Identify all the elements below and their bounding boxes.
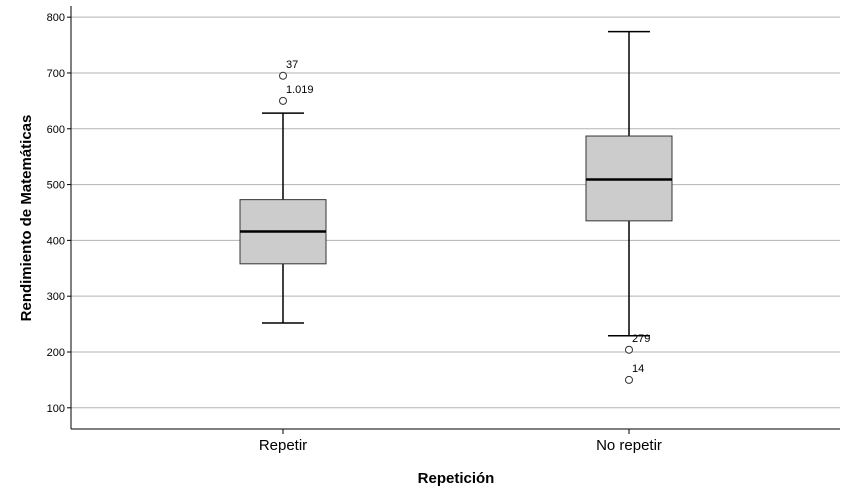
y-tick-label-800: 800 (47, 12, 65, 24)
outlier-point (279, 96, 287, 105)
y-tick-label-300: 300 (47, 291, 65, 303)
x-axis-title: Repetición (418, 470, 495, 487)
outlier-label: 279 (632, 333, 650, 345)
outlier-point (625, 375, 633, 384)
x-tick-label-0: Repetir (259, 437, 307, 454)
gridlines (71, 16, 840, 409)
x-tick-label-1: No repetir (596, 437, 662, 454)
outlier-point (625, 345, 633, 354)
y-tick-label-600: 600 (47, 124, 65, 136)
axes: 100 200 300 400 500 600 700 800 Repetir No repeti… (47, 6, 840, 454)
outlier-label: 1.019 (286, 84, 314, 96)
boxes: 1.019 37 279 14 (239, 30, 673, 384)
y-tick-label-500: 500 (47, 180, 65, 192)
y-tick-label-100: 100 (47, 403, 65, 415)
y-tick-label-400: 400 (47, 235, 65, 247)
y-tick-label-700: 700 (47, 68, 65, 80)
box-group-1: 279 14 (585, 30, 673, 384)
outlier-label: 14 (632, 363, 644, 375)
y-tick-label-200: 200 (47, 347, 65, 359)
y-axis-title: Rendimiento de Matemáticas (18, 115, 35, 322)
outlier-point (279, 71, 287, 80)
outlier-label: 37 (286, 59, 298, 71)
box-group-0: 1.019 37 (239, 59, 327, 324)
